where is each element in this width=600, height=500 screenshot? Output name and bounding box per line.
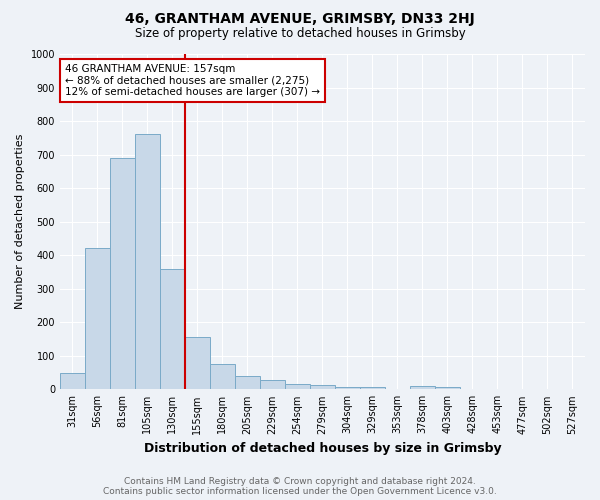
Y-axis label: Number of detached properties: Number of detached properties: [15, 134, 25, 310]
Bar: [185, 338, 210, 390]
Bar: [410, 386, 435, 390]
Bar: [360, 386, 385, 390]
Bar: [160, 268, 185, 390]
Bar: [335, 386, 360, 390]
Bar: [260, 380, 285, 390]
Bar: [235, 376, 260, 390]
X-axis label: Distribution of detached houses by size in Grimsby: Distribution of detached houses by size …: [143, 442, 501, 455]
Text: 46, GRANTHAM AVENUE, GRIMSBY, DN33 2HJ: 46, GRANTHAM AVENUE, GRIMSBY, DN33 2HJ: [125, 12, 475, 26]
Text: 46 GRANTHAM AVENUE: 157sqm
← 88% of detached houses are smaller (2,275)
12% of s: 46 GRANTHAM AVENUE: 157sqm ← 88% of deta…: [65, 64, 320, 98]
Bar: [85, 248, 110, 390]
Bar: [435, 386, 460, 390]
Bar: [110, 158, 135, 390]
Bar: [60, 372, 85, 390]
Bar: [210, 364, 235, 390]
Text: Contains public sector information licensed under the Open Government Licence v3: Contains public sector information licen…: [103, 487, 497, 496]
Text: Size of property relative to detached houses in Grimsby: Size of property relative to detached ho…: [134, 28, 466, 40]
Bar: [135, 134, 160, 390]
Bar: [285, 384, 310, 390]
Text: Contains HM Land Registry data © Crown copyright and database right 2024.: Contains HM Land Registry data © Crown c…: [124, 477, 476, 486]
Bar: [310, 386, 335, 390]
